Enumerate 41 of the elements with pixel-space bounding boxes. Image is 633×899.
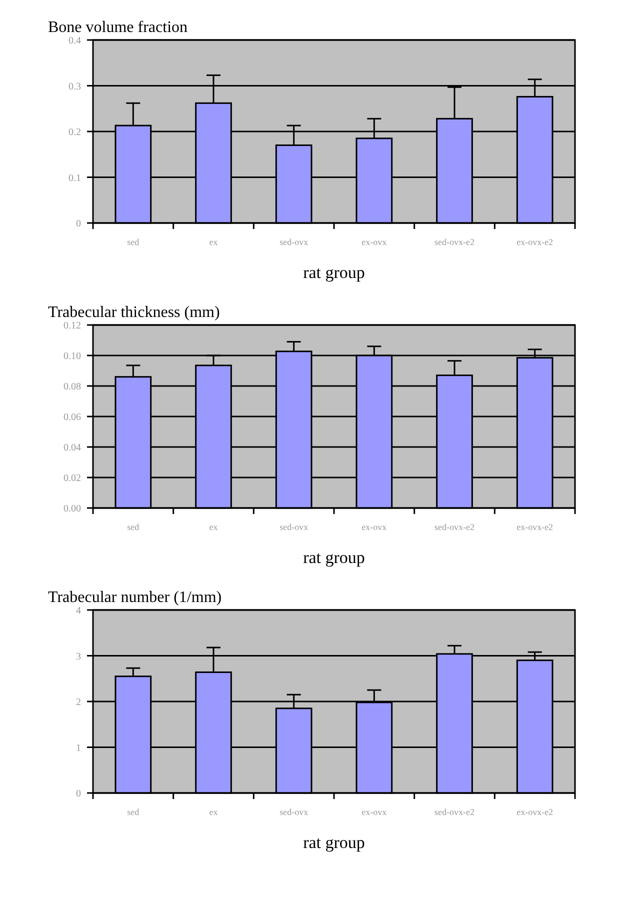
x-tick-label: ex-ovx-e2 bbox=[516, 522, 554, 532]
y-tick-label: 0.1 bbox=[68, 172, 81, 184]
x-axis-title: rat group bbox=[303, 263, 365, 282]
x-tick-label: sed-ovx-e2 bbox=[434, 522, 474, 532]
y-tick-label: 0.04 bbox=[64, 442, 81, 454]
x-tick-label: sed bbox=[127, 807, 140, 817]
x-tick-label: ex bbox=[209, 807, 218, 817]
x-tick-label: ex-ovx bbox=[362, 522, 388, 532]
y-tick-label: 0.12 bbox=[64, 320, 81, 332]
y-tick-label: 0.06 bbox=[64, 412, 81, 423]
x-tick-label: sed bbox=[127, 522, 140, 532]
y-tick-label: 3 bbox=[76, 651, 81, 662]
y-tick-label: 0.02 bbox=[64, 473, 81, 484]
x-tick-label: sed-ovx bbox=[280, 237, 309, 247]
y-tick-label: 0.08 bbox=[64, 382, 81, 392]
y-tick-label: 2 bbox=[76, 697, 81, 708]
y-tick-label: 0.00 bbox=[64, 504, 81, 514]
y-tick-label: 0.10 bbox=[64, 351, 81, 362]
x-axis-title: rat group bbox=[303, 833, 365, 852]
x-tick-label: sed-ovx bbox=[280, 522, 309, 532]
x-tick-label: sed bbox=[127, 237, 140, 247]
x-tick-label: ex-ovx bbox=[362, 807, 388, 817]
y-tick-label: 0.2 bbox=[68, 127, 81, 138]
x-tick-label: ex-ovx-e2 bbox=[516, 237, 554, 247]
x-tick-label: sed-ovx bbox=[280, 807, 309, 817]
x-tick-label: ex bbox=[209, 522, 218, 532]
x-axis-title: rat group bbox=[303, 548, 365, 567]
y-tick-label: 0 bbox=[76, 218, 81, 230]
y-tick-label: 1 bbox=[76, 742, 81, 754]
y-tick-label: 0 bbox=[76, 788, 81, 800]
chart-title: Bone volume fraction bbox=[48, 19, 188, 36]
y-tick-label: 4 bbox=[76, 606, 81, 616]
y-tick-label: 0.4 bbox=[68, 36, 81, 46]
x-tick-label: sed-ovx-e2 bbox=[434, 237, 474, 247]
x-tick-label: ex-ovx bbox=[362, 237, 388, 247]
chart-title: Trabecular number (1/mm) bbox=[48, 589, 222, 606]
chart-title: Trabecular thickness (mm) bbox=[48, 304, 220, 321]
x-tick-label: ex-ovx-e2 bbox=[516, 807, 554, 817]
x-tick-label: sed-ovx-e2 bbox=[434, 807, 474, 817]
x-tick-label: ex bbox=[209, 237, 218, 247]
y-tick-label: 0.3 bbox=[68, 81, 81, 92]
